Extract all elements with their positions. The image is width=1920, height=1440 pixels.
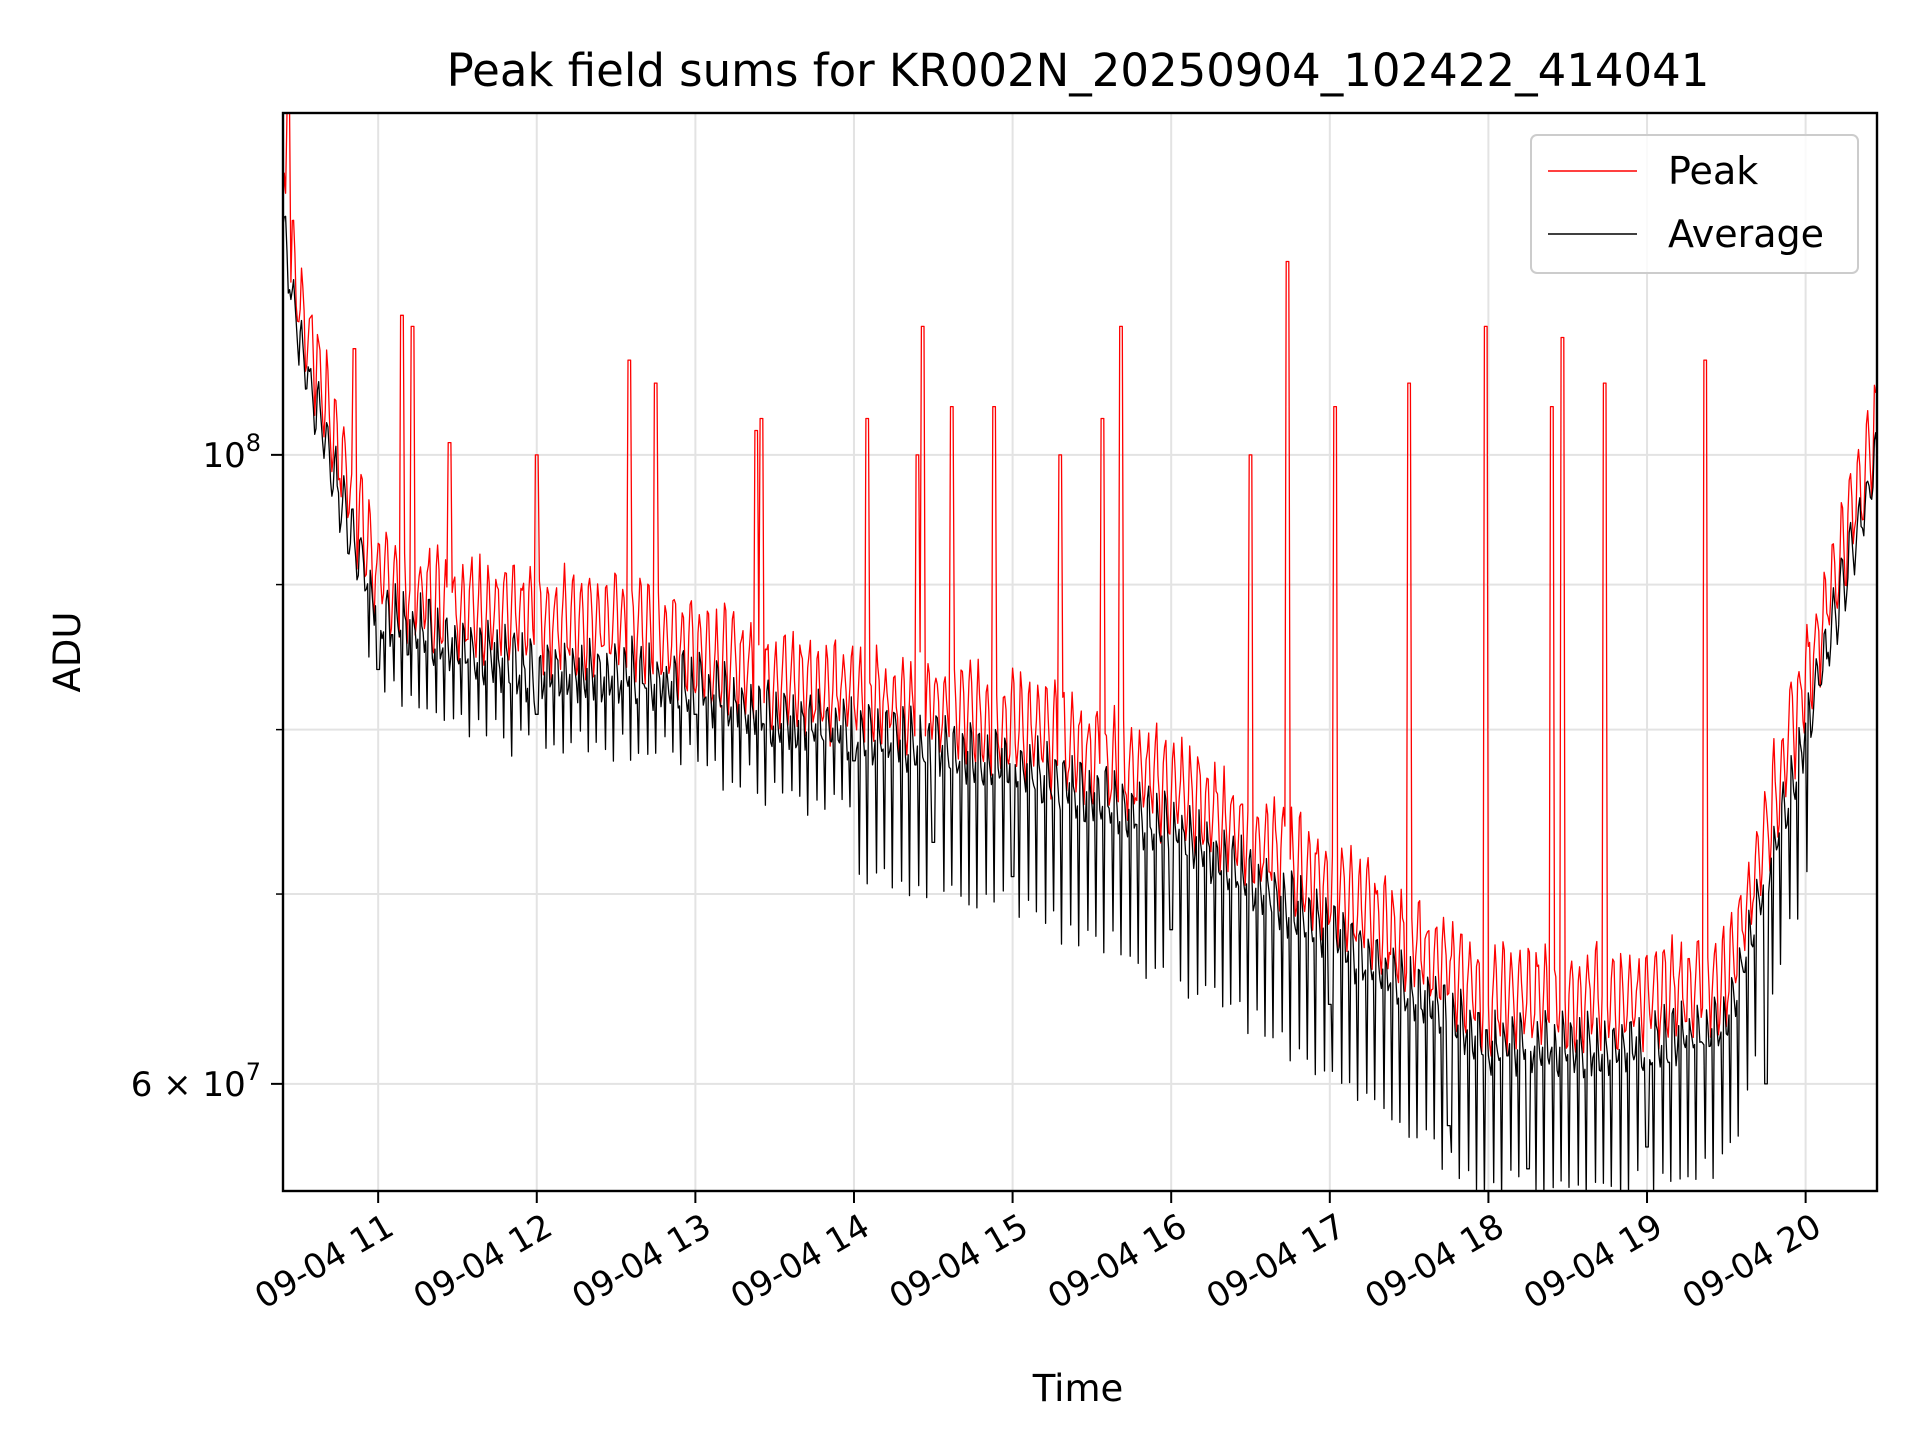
legend: Peak Average bbox=[1530, 134, 1859, 274]
plot-area bbox=[283, 113, 1877, 1191]
y-axis-label: ADU bbox=[46, 612, 89, 693]
y-tick-label: 6 × 107 bbox=[131, 1058, 261, 1105]
series-line-average bbox=[283, 215, 1877, 1191]
series-line-peak bbox=[283, 113, 1877, 1057]
legend-label-average: Average bbox=[1668, 212, 1824, 256]
legend-label-peak: Peak bbox=[1668, 149, 1758, 193]
legend-frame bbox=[1530, 134, 1859, 274]
x-axis-label: Time bbox=[1032, 1367, 1124, 1410]
plot-frame bbox=[281, 111, 1879, 1193]
chart-title: Peak field sums for KR002N_20250904_1024… bbox=[447, 44, 1710, 97]
